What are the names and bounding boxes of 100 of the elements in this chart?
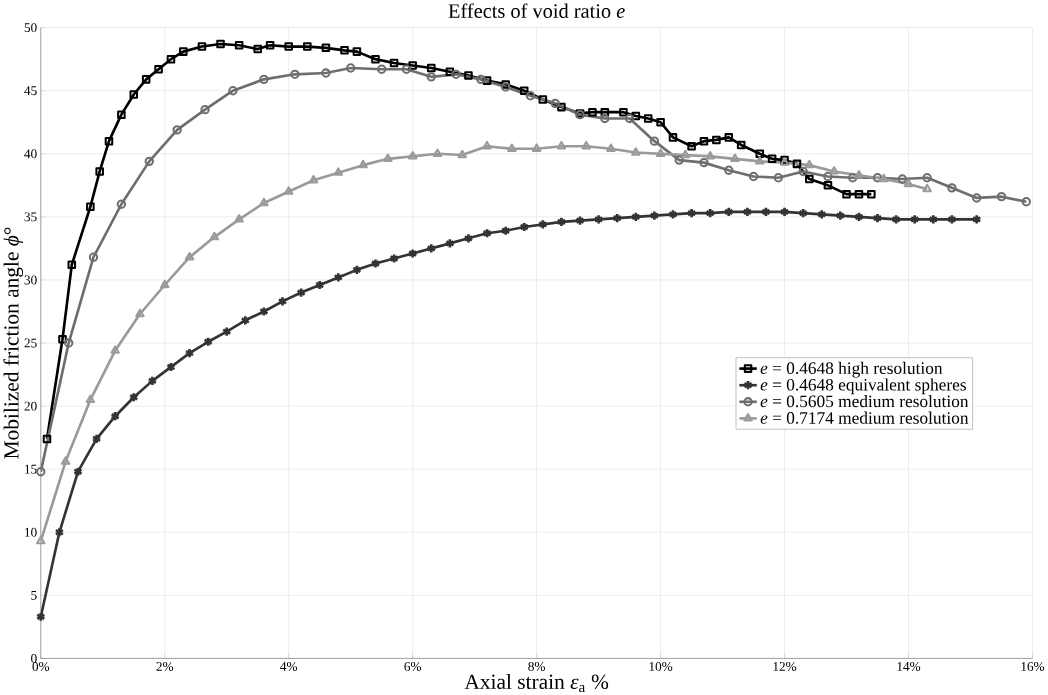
x-axis-title: Axial strain ε$_{a}$ % (464, 673, 609, 692)
point (705, 150, 715, 160)
point (377, 64, 387, 74)
point (290, 69, 300, 79)
point (259, 197, 269, 206)
point (116, 199, 127, 209)
point (792, 159, 802, 168)
point (854, 189, 864, 199)
point (848, 172, 858, 183)
x-tick-label: 4% (280, 661, 298, 671)
y-tick-label: 35 (24, 212, 37, 222)
point (631, 111, 641, 120)
point (200, 104, 210, 115)
point (581, 140, 591, 150)
point (321, 68, 331, 78)
point (557, 102, 566, 112)
point (203, 336, 213, 347)
point (879, 173, 889, 182)
point (284, 42, 293, 51)
point (538, 95, 548, 104)
point (408, 60, 417, 70)
point (699, 157, 709, 168)
point (340, 45, 349, 55)
point (761, 206, 771, 217)
point (265, 40, 275, 50)
point (144, 156, 154, 166)
point (482, 140, 492, 150)
y-axis-title: Mobilized friction angle ϕ° (3, 227, 24, 459)
x-tick-label: 10% (649, 661, 673, 671)
point (723, 206, 734, 217)
point (531, 143, 542, 152)
point (730, 153, 740, 162)
point (805, 174, 814, 184)
point (773, 172, 784, 183)
point (903, 178, 914, 187)
point (253, 44, 262, 54)
x-tick-label: 6% (404, 661, 422, 671)
point (680, 149, 691, 158)
x-tick-label: 8% (528, 661, 546, 671)
point (389, 58, 399, 67)
point (352, 47, 362, 56)
point (655, 148, 666, 157)
legend-label: e = 0.4648 equivalent spheres (760, 378, 966, 394)
point (228, 85, 238, 96)
point (507, 143, 517, 152)
point (624, 113, 635, 123)
point (451, 69, 461, 79)
point (829, 165, 839, 175)
point (600, 107, 610, 117)
x-tick-label: 2% (156, 661, 174, 671)
point (643, 113, 653, 123)
y-tick-label: 40 (24, 149, 37, 159)
point (321, 43, 331, 52)
y-tick-label: 30 (24, 275, 37, 285)
point (947, 182, 957, 193)
point (712, 135, 721, 144)
point (556, 140, 567, 150)
point (823, 180, 833, 190)
point (426, 63, 436, 73)
point (804, 159, 815, 169)
point (63, 338, 74, 348)
point (234, 40, 244, 50)
point (36, 535, 46, 545)
point (699, 136, 709, 146)
point (221, 326, 232, 337)
point (922, 172, 932, 183)
point (216, 39, 225, 49)
point (823, 171, 833, 181)
point (426, 71, 436, 82)
y-tick-label: 15 (25, 464, 37, 474)
point (656, 117, 665, 127)
point (67, 260, 77, 269)
point (674, 155, 684, 165)
point (184, 251, 195, 261)
point (197, 42, 207, 51)
point (767, 154, 777, 163)
point (457, 149, 467, 158)
y-tick-label: 45 (24, 86, 37, 95)
y-tick-label: 50 (24, 22, 37, 32)
point (73, 466, 83, 477)
point (209, 231, 220, 240)
point (500, 225, 511, 236)
point (482, 76, 492, 85)
point (606, 143, 616, 152)
point (333, 167, 344, 176)
point (550, 98, 560, 108)
point (141, 74, 151, 84)
x-tick-label: 14% (897, 661, 921, 671)
point (687, 141, 696, 151)
point (519, 86, 529, 95)
y-tick-label: 0 (31, 653, 37, 663)
point (668, 132, 678, 142)
x-tick-label: 0% (32, 661, 50, 671)
point (742, 206, 753, 217)
point (160, 279, 170, 288)
point (588, 107, 597, 117)
y-tick-label: 5 (31, 590, 37, 600)
chart-title: Effects of void ratio e (448, 3, 625, 18)
point (154, 64, 163, 74)
point (755, 149, 765, 158)
